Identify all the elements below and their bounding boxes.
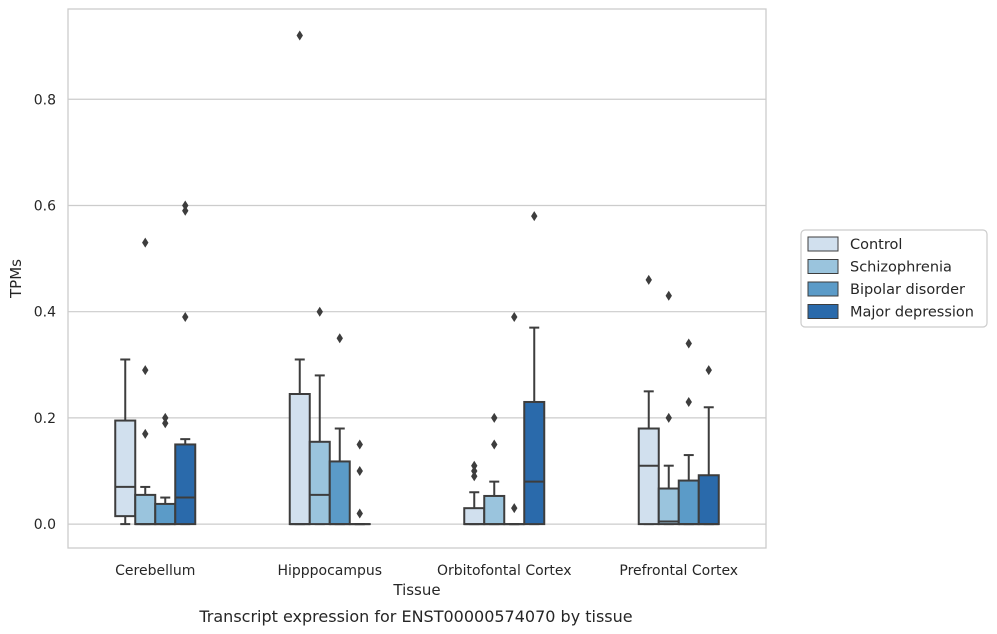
box — [134, 237, 157, 526]
outlier-point — [162, 418, 169, 429]
outlier-point — [491, 412, 498, 423]
box — [154, 412, 177, 526]
y-tick-label: 0.6 — [34, 198, 56, 214]
box-body — [677, 479, 700, 526]
box-body — [134, 493, 157, 526]
outlier-point — [142, 237, 149, 248]
outlier-point — [665, 412, 672, 423]
box — [637, 274, 660, 526]
box-body — [657, 487, 680, 526]
x-tick-label: Orbitofontal Cortex — [437, 563, 572, 579]
box — [288, 30, 311, 526]
x-tick-label: Hipppocampus — [277, 563, 382, 579]
outlier-point — [645, 274, 652, 285]
box-body — [114, 419, 137, 518]
outlier-point — [491, 439, 498, 450]
outlier-point — [685, 396, 692, 407]
outlier-point — [356, 439, 363, 450]
outlier-point — [471, 471, 478, 482]
chart-caption: Transcript expression for ENST0000057407… — [198, 607, 632, 626]
legend-item: Bipolar disorder — [807, 281, 965, 298]
box — [308, 306, 331, 526]
box-body — [308, 440, 331, 526]
box-body — [174, 443, 197, 526]
series-control — [114, 30, 660, 526]
legend-label: Bipolar disorder — [850, 282, 965, 298]
y-axis-ticks: 0.0 0.2 0.4 0.6 0.8 — [34, 92, 56, 533]
box-body — [463, 507, 486, 526]
y-tick-label: 0.8 — [34, 92, 56, 108]
series-schizophrenia — [134, 237, 680, 526]
y-tick-label: 0.0 — [34, 517, 56, 533]
legend-label: Major depression — [850, 305, 974, 321]
legend-swatch — [807, 259, 839, 274]
legend-item: Schizophrenia — [807, 259, 952, 276]
legend-label: Control — [850, 237, 902, 253]
x-axis-label: Tissue — [392, 581, 440, 599]
legend-item: Major depression — [807, 304, 974, 321]
box — [328, 333, 351, 526]
box — [697, 365, 720, 526]
outlier-point — [296, 30, 303, 41]
legend-swatch — [807, 304, 839, 319]
outlier-point — [316, 306, 323, 317]
x-axis-ticks: Cerebellum Hipppocampus Orbitofontal Corte… — [115, 563, 738, 579]
box — [657, 290, 680, 526]
outlier-point — [685, 338, 692, 349]
box-plot-marks — [114, 30, 720, 526]
outlier-point — [142, 428, 149, 439]
legend-label: Schizophrenia — [850, 260, 952, 276]
outlier-point — [182, 200, 189, 211]
outlier-point — [336, 333, 343, 344]
y-tick-label: 0.4 — [34, 305, 56, 321]
box-body — [483, 494, 506, 526]
legend-swatch — [807, 236, 839, 252]
box — [523, 211, 546, 526]
outlier-point — [356, 508, 363, 519]
y-axis-label: TPMs — [7, 259, 25, 299]
outlier-point — [471, 466, 478, 476]
x-tick-label: Cerebellum — [115, 563, 195, 579]
outlier-point — [705, 365, 712, 376]
series-major-depression — [174, 200, 720, 526]
legend-swatch — [807, 281, 839, 297]
box — [503, 312, 526, 526]
box — [677, 338, 700, 526]
outlier-point — [182, 205, 189, 216]
box-body — [697, 474, 720, 526]
box — [483, 412, 506, 526]
legend-item: Control — [807, 236, 902, 253]
outlier-point — [511, 503, 518, 514]
box-body — [288, 393, 311, 526]
box — [348, 439, 371, 526]
x-tick-label: Prefrontal Cortex — [619, 563, 738, 579]
gridlines — [68, 98, 766, 525]
outlier-point — [665, 290, 672, 301]
outlier-point — [471, 460, 478, 471]
legend: Control Schizophrenia Bipolar disorder Majo… — [800, 229, 988, 328]
series-bipolar-disorder — [154, 312, 700, 526]
plot-area-frame — [67, 8, 767, 549]
box-body — [154, 502, 177, 526]
box-body — [328, 460, 351, 526]
y-tick-label: 0.2 — [34, 411, 56, 427]
box — [463, 460, 486, 526]
legend-frame — [800, 229, 988, 328]
outlier-point — [162, 412, 169, 423]
outlier-point — [531, 211, 538, 222]
box — [114, 358, 137, 526]
box — [174, 200, 197, 526]
outlier-point — [182, 312, 189, 322]
outlier-point — [511, 312, 518, 322]
box-body — [523, 400, 546, 526]
outlier-point — [142, 365, 149, 376]
outlier-point — [356, 466, 363, 476]
box-body — [637, 427, 660, 526]
